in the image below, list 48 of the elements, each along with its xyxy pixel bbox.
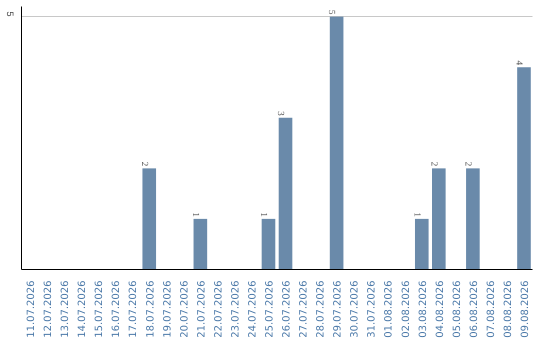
data-label: 5 [326, 10, 336, 15]
data-label: 1 [411, 212, 422, 218]
x-tick-label: 09.08.2026 [520, 280, 531, 338]
x-tick-label: 29.07.2026 [332, 280, 344, 338]
x-tick-label: 02.08.2026 [400, 280, 412, 338]
data-label: 3 [275, 111, 286, 116]
x-tick-label: 21.07.2026 [196, 280, 208, 338]
x-tick-label: 19.07.2026 [162, 280, 174, 338]
x-tick-label: 18.07.2026 [145, 280, 156, 338]
x-tick-label: 03.08.2026 [418, 280, 429, 338]
bar [466, 168, 480, 270]
x-tick-label: 05.08.2026 [452, 280, 463, 338]
bar [142, 168, 156, 270]
x-tick-label: 12.07.2026 [43, 280, 54, 338]
bar [194, 218, 208, 270]
bar [414, 218, 429, 270]
x-tick-label: 24.07.2026 [247, 280, 258, 338]
x-tick-label: 16.07.2026 [111, 280, 122, 338]
x-tick-label: 26.07.2026 [282, 280, 293, 338]
x-tick-label: 20.07.2026 [179, 280, 190, 338]
data-label: 2 [428, 162, 438, 167]
x-tick-label: 28.07.2026 [316, 280, 327, 338]
bar [432, 168, 446, 270]
x-tick-label: 13.07.2026 [60, 280, 72, 338]
bar [262, 218, 276, 270]
data-label: 2 [138, 162, 149, 167]
data-label: 2 [462, 162, 472, 167]
x-tick-label: 11.07.2026 [26, 280, 38, 338]
data-label: 1 [190, 212, 200, 218]
x-tick-label: 22.07.2026 [213, 280, 224, 338]
x-tick-label: 31.07.2026 [366, 280, 378, 338]
x-tick-label: 08.08.2026 [502, 280, 514, 338]
x-tick-label: 25.07.2026 [264, 280, 276, 338]
x-tick-label: 01.08.2026 [384, 280, 395, 338]
bar [517, 67, 531, 270]
bar [278, 118, 292, 270]
x-tick-label: 07.08.2026 [486, 280, 497, 338]
x-tick-label: 14.07.2026 [77, 280, 88, 338]
x-tick-label: 15.07.2026 [94, 280, 106, 338]
bar [330, 16, 344, 270]
x-tick-label: 17.07.2026 [128, 280, 140, 338]
x-tick-label: 04.08.2026 [434, 280, 446, 338]
data-label: 4 [513, 60, 524, 66]
x-tick-label: 23.07.2026 [230, 280, 242, 338]
x-tick-label: 27.07.2026 [298, 280, 310, 338]
x-tick-label: 06.08.2026 [468, 280, 480, 338]
data-label: 1 [258, 212, 268, 218]
x-tick-label: 30.07.2026 [350, 280, 361, 338]
